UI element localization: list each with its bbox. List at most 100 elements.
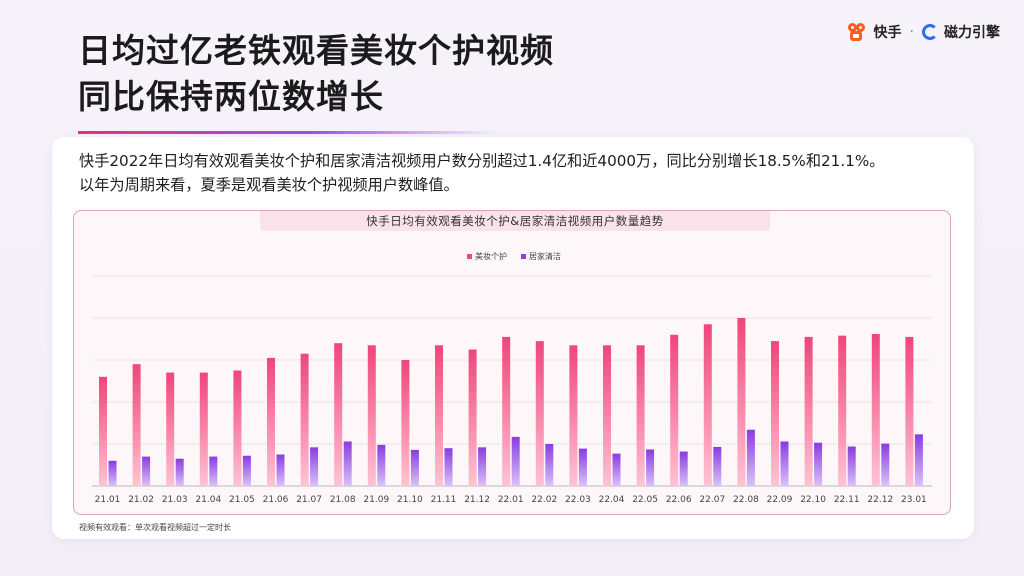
chart-bars	[99, 318, 923, 486]
description-line-2: 以年为周期来看，夏季是观看美妆个护视频用户数峰值。	[79, 176, 459, 194]
bar-home	[679, 451, 688, 486]
x-tick-label: 22.03	[565, 495, 591, 505]
legend-label-home: 居家清洁	[529, 252, 561, 261]
page-title: 日均过亿老铁观看美妆个护视频 同比保持两位数增长	[78, 28, 554, 120]
footnote: 视频有效观看：单次观看视频超过一定时长	[79, 523, 231, 532]
x-tick-label: 21.10	[397, 495, 423, 505]
bar-home	[780, 441, 789, 486]
bar-home	[175, 458, 184, 486]
bar-home	[847, 446, 856, 486]
bar-home	[343, 441, 352, 486]
bar-beauty	[804, 336, 813, 486]
legend-item-home: 居家清洁	[521, 251, 561, 262]
bar-home	[377, 444, 386, 486]
bar-beauty	[468, 349, 477, 486]
x-tick-label: 22.12	[867, 495, 893, 505]
bar-beauty	[300, 353, 309, 486]
bar-beauty	[703, 324, 712, 486]
page-title-line-1: 日均过亿老铁观看美妆个护视频	[78, 31, 554, 70]
bar-beauty	[871, 333, 880, 486]
bar-home	[276, 454, 285, 486]
bar-beauty	[502, 336, 511, 486]
bar-beauty	[737, 318, 746, 486]
chart-x-tick-labels: 21.01 21.02 21.03 21.04 21.05 21.06 21.07 21.08…	[95, 495, 927, 505]
x-tick-label: 22.06	[666, 495, 692, 505]
x-tick-label: 21.04	[195, 495, 221, 505]
x-tick-label: 22.05	[632, 495, 658, 505]
bar-home	[478, 447, 487, 486]
title-divider	[78, 131, 498, 134]
x-tick-label: 22.10	[800, 495, 826, 505]
description-line-1: 快手2022年日均有效观看美妆个护和居家清洁视频用户数分别超过1.4亿和近400…	[79, 152, 885, 170]
x-tick-label: 21.12	[464, 495, 490, 505]
bar-home	[881, 443, 890, 486]
legend-swatch-beauty	[467, 254, 472, 259]
bar-home	[410, 449, 419, 486]
brand-cili-text: 磁力引擎	[944, 25, 1000, 41]
bar-beauty	[166, 372, 175, 486]
x-tick-label: 22.04	[599, 495, 625, 505]
bar-home	[242, 455, 251, 486]
bar-home	[444, 448, 453, 486]
x-tick-label: 22.11	[834, 495, 860, 505]
bar-beauty	[905, 336, 914, 486]
bar-beauty	[199, 372, 208, 486]
x-tick-label: 21.07	[296, 495, 322, 505]
x-tick-label: 21.08	[330, 495, 356, 505]
bar-beauty	[435, 345, 443, 486]
cili-engine-logo-icon	[922, 24, 938, 40]
bar-beauty	[132, 364, 141, 486]
description-text: 快手2022年日均有效观看美妆个护和居家清洁视频用户数分别超过1.4亿和近400…	[79, 149, 959, 197]
bar-home	[108, 460, 117, 486]
bar-beauty	[603, 345, 611, 486]
x-tick-label: 22.08	[733, 495, 759, 505]
bar-beauty	[535, 341, 544, 486]
brand-logo: 快手 · 磁力引擎	[847, 20, 1000, 44]
bar-home	[142, 456, 151, 486]
bar-home	[511, 436, 520, 486]
bar-beauty	[838, 335, 847, 486]
bar-home	[578, 448, 587, 486]
bar-beauty	[670, 334, 679, 486]
legend-swatch-home	[521, 254, 526, 259]
bar-beauty	[367, 345, 376, 486]
chart-legend: 美妆个护 居家清洁	[467, 251, 561, 262]
x-tick-label: 21.01	[95, 495, 121, 505]
bar-beauty	[771, 341, 779, 486]
kuaishou-logo-icon	[847, 23, 868, 41]
legend-item-beauty: 美妆个护	[467, 251, 507, 262]
x-tick-label: 21.09	[363, 495, 389, 505]
bar-home	[310, 447, 319, 486]
legend-label-beauty: 美妆个护	[475, 252, 507, 261]
bar-beauty	[267, 357, 275, 486]
bar-home	[814, 442, 823, 486]
x-tick-label: 21.03	[162, 495, 188, 505]
bar-beauty	[334, 343, 343, 486]
brand-kuaishou-text: 快手	[873, 25, 902, 41]
bar-home	[612, 453, 621, 486]
bar-home	[746, 429, 755, 486]
brand-separator: ·	[909, 24, 914, 40]
bar-beauty	[401, 360, 410, 486]
x-tick-label: 22.07	[699, 495, 725, 505]
bar-beauty	[636, 345, 645, 486]
x-tick-label: 21.11	[431, 495, 457, 505]
bar-home	[646, 449, 655, 486]
bar-beauty	[233, 370, 242, 486]
page-title-line-2: 同比保持两位数增长	[78, 77, 384, 116]
bar-home	[545, 444, 554, 486]
bar-home	[914, 434, 923, 486]
x-tick-label: 22.02	[531, 495, 557, 505]
x-tick-label: 23.01	[901, 495, 927, 505]
chart-title: 快手日均有效观看美妆个护&居家清洁视频用户数量趋势	[260, 211, 770, 231]
bar-home	[209, 456, 218, 486]
bar-beauty	[99, 376, 107, 486]
x-tick-label: 21.06	[263, 495, 289, 505]
x-tick-label: 21.02	[128, 495, 154, 505]
x-tick-label: 22.01	[498, 495, 524, 505]
x-tick-label: 22.09	[767, 495, 793, 505]
bar-beauty	[569, 345, 578, 486]
x-tick-label: 21.05	[229, 495, 255, 505]
bar-home	[713, 446, 722, 486]
